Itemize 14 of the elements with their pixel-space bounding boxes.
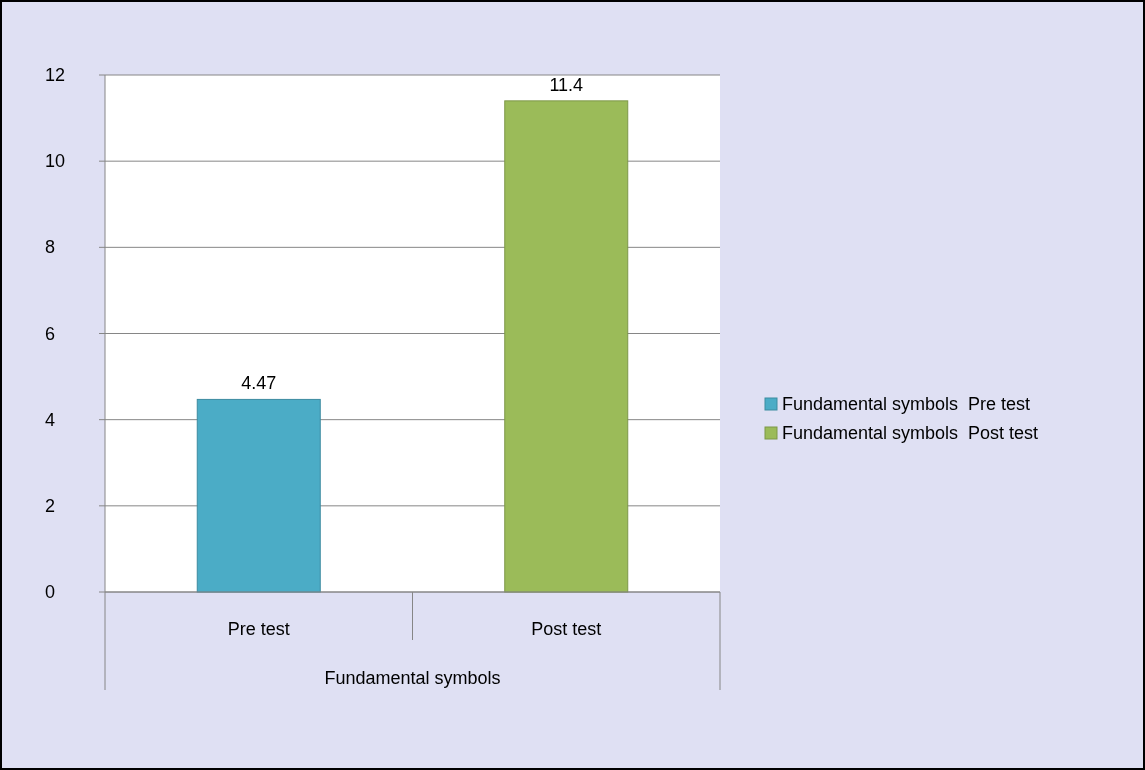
data-label: 4.47: [241, 373, 277, 394]
legend-label: Fundamental symbols Pre test: [782, 394, 1031, 414]
y-tick-label: 4: [45, 409, 56, 430]
y-tick-label: 0: [45, 582, 56, 602]
y-tick-label: 6: [45, 323, 56, 344]
x-axis-title: Fundamental symbols: [324, 668, 501, 688]
data-label: 11.4: [549, 74, 584, 95]
x-tick-label: Post test: [531, 619, 602, 639]
y-tick-label: 2: [45, 495, 56, 516]
x-tick-label: Pre test: [227, 619, 290, 639]
legend-label: Fundamental symbols Post test: [782, 423, 1039, 443]
y-tick-label: 10: [45, 151, 66, 172]
y-tick-label: 12: [45, 65, 66, 85]
y-tick-label: 8: [45, 237, 56, 258]
